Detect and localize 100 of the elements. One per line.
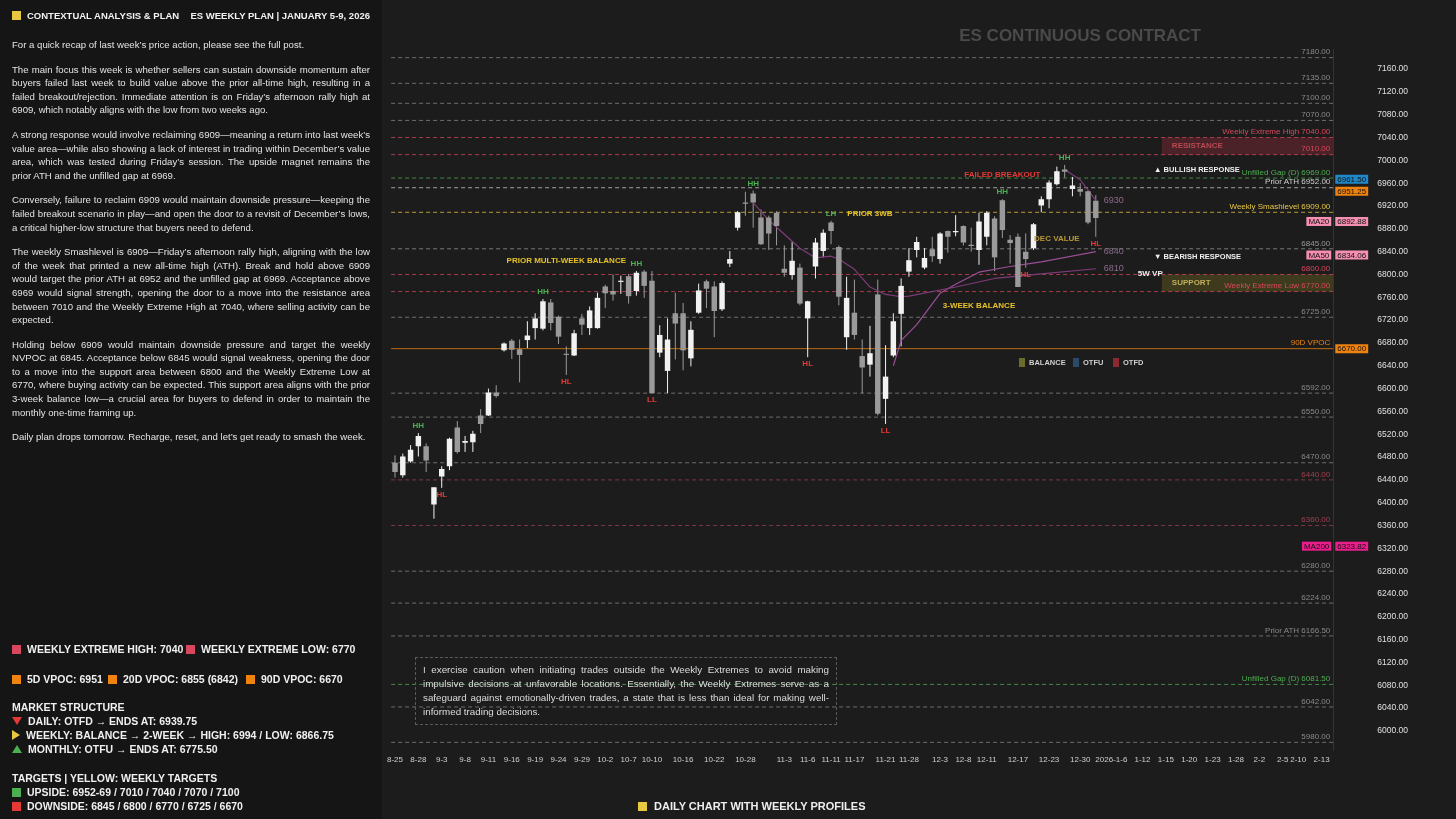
text: 90D VPOC: 6670: [261, 673, 343, 685]
y-tick-label: 6600.00: [1377, 382, 1409, 393]
candlestick: [641, 269, 647, 299]
x-tick-label: 8-25: [387, 754, 404, 764]
y-tick-label: 7080.00: [1377, 109, 1409, 120]
annotation: HL: [1020, 269, 1032, 279]
x-tick-label: 11-28: [898, 754, 920, 764]
ref-line-label: 7100.00: [1301, 93, 1331, 103]
x-tick-label: 12-3: [932, 754, 949, 764]
x-tick-label: 12-23: [1038, 754, 1060, 764]
y-tick-label: 6240.00: [1377, 588, 1409, 599]
candlestick: [633, 270, 640, 297]
y-tick-label: 6000.00: [1377, 725, 1409, 736]
y-tick-label: 6360.00: [1377, 519, 1409, 530]
candlestick: [532, 312, 538, 341]
ref-line-label: 7070.00: [1301, 110, 1331, 120]
candlestick: [921, 247, 928, 270]
text: The weekly Smashlevel is 6909—Friday’s afternoon rally high, aligning with the low of the week that printed a new all-time high (ATH). Break and hold above 6909 would target the prior ATH at 6952 and the unfilled gap at 6969. Acceptance above 6969 would signal strength, opening the door to a move into the resistance area between 7010 and the Weekly Extreme High at 7040, where selling activity can be expected.: [12, 245, 370, 327]
annotation: PRIOR 3WB: [847, 208, 893, 218]
y-tick-label: 6920.00: [1377, 200, 1409, 211]
text: Conversely, failure to reclaim 6909 would maintain downside pressure—keeping the failed breakout scenario in play—and open the door to a revisit of December’s lows, a critical higher-low structure that buyers need to defend.: [12, 193, 370, 235]
band-label: RESISTANCE: [1171, 141, 1224, 151]
y-tick-label: 6440.00: [1377, 474, 1409, 485]
x-tick-label: 1-20: [1181, 754, 1198, 764]
annotation: FAILED BREAKOUT: [964, 170, 1041, 180]
annotation: MA20: [1308, 217, 1330, 227]
x-tick-label: 10-28: [735, 754, 757, 764]
y-tick-label: 6320.00: [1377, 542, 1409, 553]
y-tick-label: 7120.00: [1377, 86, 1409, 97]
candlestick: [392, 454, 398, 479]
x-tick-label: 2-5: [1276, 754, 1289, 764]
y-tick-label: 6720.00: [1377, 314, 1409, 325]
x-tick-label: 11-17: [844, 754, 865, 764]
ref-line-label: 5980.00: [1301, 732, 1331, 742]
text: DAILY: OTFD → ENDS AT: 6939.75: [28, 715, 198, 727]
y-tick-label: 6960.00: [1377, 177, 1409, 188]
candlestick: [657, 324, 663, 358]
candlestick: [579, 313, 585, 336]
x-tick-label: 9-16: [503, 754, 521, 764]
text: DAILY CHART WITH WEEKLY PROFILES: [654, 800, 866, 812]
x-tick-label: 11-11: [821, 754, 842, 764]
annotation: HH: [1058, 153, 1071, 163]
ref-line-label: 6550.00: [1301, 406, 1331, 416]
annotation: LL: [880, 426, 891, 436]
y-tick-label: 6680.00: [1377, 337, 1409, 348]
candlestick: [734, 210, 741, 232]
x-tick-label: 2-2: [1253, 754, 1266, 764]
y-tick-label: 6840.00: [1377, 246, 1409, 256]
annotation: HH: [412, 421, 425, 431]
text: CONTEXTUAL ANALYSIS & PLAN: [27, 10, 180, 21]
text: 6951.25: [1337, 186, 1367, 196]
x-tick-label: 10-2: [597, 754, 614, 764]
y-tick-label: 6400.00: [1377, 497, 1409, 508]
text: MARKET STRUCTURE: [12, 701, 125, 713]
text: ES WEEKLY PLAN | JANUARY 5-9, 2026: [190, 10, 370, 21]
x-tick-label: 12-8: [955, 754, 972, 764]
annotation: HL: [436, 490, 448, 500]
ref-line-label: 6725.00: [1301, 306, 1331, 316]
candlestick: [555, 315, 562, 345]
candlestick: [431, 486, 437, 520]
annotation: HL: [1090, 239, 1102, 249]
x-tick-label: 9-8: [459, 754, 472, 764]
annotation: MA50: [1308, 250, 1330, 260]
candlestick: [400, 453, 406, 479]
candlestick: [695, 283, 702, 315]
data-label: 6930: [1103, 194, 1124, 205]
text: WEEKLY: BALANCE → 2-WEEK → HIGH: 6994 / LOW: 6866.75: [26, 729, 334, 741]
text: MONTHLY: OTFU → ENDS AT: 6775.50: [28, 743, 218, 755]
candlestick: [820, 228, 826, 258]
ref-line-label: Prior ATH 6166.50: [1265, 625, 1331, 635]
data-label: 6810: [1103, 263, 1124, 274]
ref-line-label: 6360.00: [1301, 515, 1331, 525]
annotation: I exercise caution when initiating trades outside the Weekly Extremes to avoid making impulsive decisions at unfavorable locations. Essentially, the Weekly Extremes serve as a safeguard against emotionally-driven trades, a state that is less than ideal for making well-informed trading decisions.: [415, 657, 837, 725]
x-tick-label: 12-11: [976, 754, 998, 764]
annotation: HL: [802, 359, 814, 369]
y-tick-label: 7160.00: [1377, 63, 1409, 74]
candlestick: [509, 338, 515, 360]
candlestick: [773, 210, 780, 246]
candlestick: [618, 275, 624, 295]
candlestick: [586, 305, 593, 336]
ref-line-label: 6470.00: [1301, 452, 1331, 462]
candlestick: [516, 339, 523, 383]
ref-line-label: Unfilled Gap (D) 6081.50: [1241, 674, 1331, 684]
text: WEEKLY EXTREME HIGH: 7040: [27, 643, 184, 655]
candlestick: [625, 273, 632, 305]
text: DOWNSIDE: 6845 / 6800 / 6770 / 6725 / 6670: [27, 800, 243, 812]
x-tick-label: 12-17: [1007, 754, 1029, 764]
text: 5D VPOC: 6951: [27, 673, 103, 685]
x-tick-label: 9-11: [480, 754, 497, 764]
text: 6961.50: [1337, 175, 1367, 184]
ref-line-label: Prior ATH 6952.00: [1265, 177, 1331, 187]
ref-line-label: 90D VPOC: [1290, 338, 1331, 348]
candlestick: [1046, 179, 1052, 209]
x-tick-label: 2-10: [1290, 754, 1307, 764]
ref-line-label: 7180.00: [1301, 47, 1331, 57]
candlestick: [571, 329, 577, 357]
ref-line-label: 6280.00: [1301, 560, 1331, 570]
ref-line-label: 7135.00: [1301, 73, 1331, 83]
candlestick: [423, 442, 429, 473]
text: 6834.06: [1337, 250, 1367, 260]
